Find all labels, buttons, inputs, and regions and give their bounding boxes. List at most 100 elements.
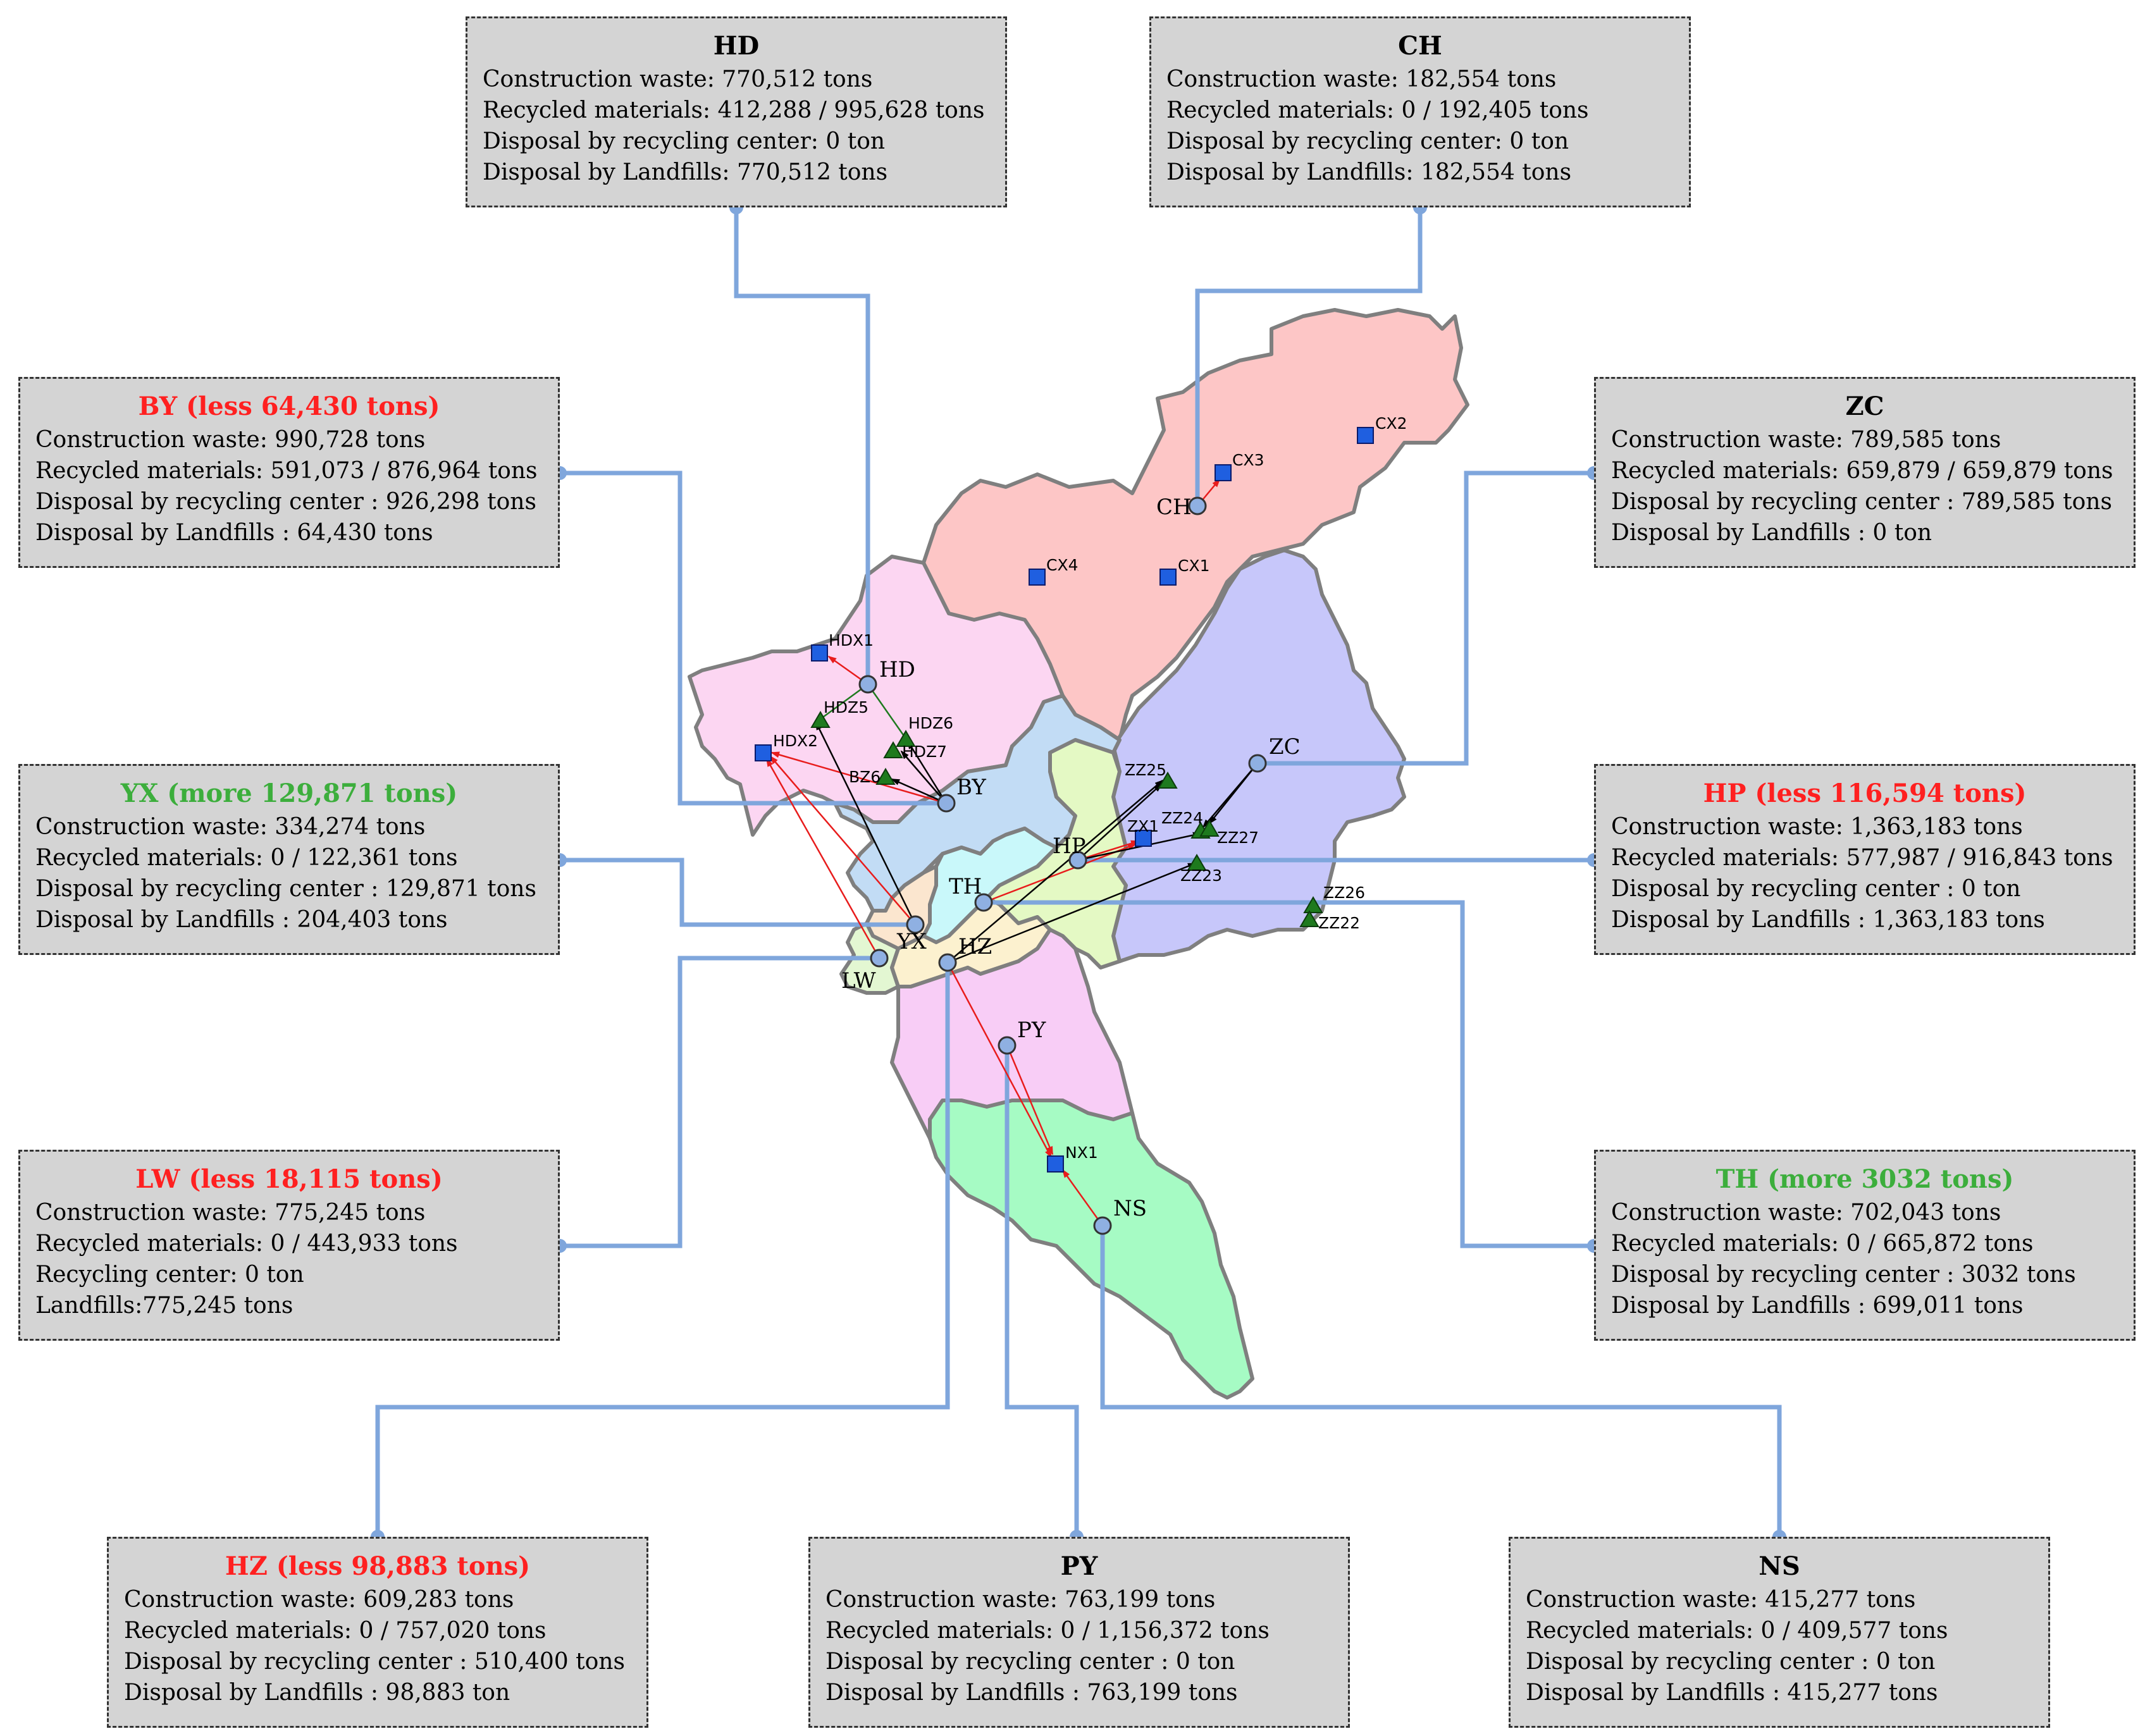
connector-HZ: [375, 963, 950, 1537]
flow-ZC-ZZ24: [1202, 763, 1258, 828]
flow-BY-HDX2: [770, 751, 947, 804]
box-line: Construction waste: 990,728 tons: [35, 427, 426, 453]
box-title-CH: CH: [1398, 31, 1442, 61]
flow-HZ-NX1: [946, 962, 1053, 1159]
box-line: Disposal by recycling center: 0 ton: [483, 128, 886, 154]
site-label-BZ6: BZ6: [849, 768, 881, 786]
recycling-flows: [765, 478, 1221, 1226]
district-label-HZ: HZ: [958, 934, 992, 959]
box-line: Disposal by Landfills : 415,277 tons: [1526, 1680, 1938, 1706]
recycling-site-NX1: [1047, 1155, 1064, 1173]
region-NS: [928, 1099, 1254, 1400]
site-label-ZZ22: ZZ22: [1318, 914, 1360, 932]
site-label-CX3: CX3: [1232, 451, 1264, 469]
site-label-ZZ25: ZZ25: [1125, 761, 1166, 779]
recycling-site-HDX1: [811, 644, 828, 662]
landfill-site-HDZ7: [883, 741, 903, 758]
box-title-TH: TH (more 3032 tons): [1715, 1164, 2014, 1194]
landfill-sites: [810, 711, 1323, 927]
connector-NS: [1100, 1226, 1782, 1537]
box-line: Construction waste: 182,554 tons: [1166, 66, 1557, 92]
box-line: Recycled materials: 0 / 192,405 tons: [1166, 97, 1589, 123]
box-title-HD: HD: [713, 31, 760, 61]
info-box-LW: LW (less 18,115 tons) Construction waste…: [18, 1150, 560, 1341]
centroid-HZ: [938, 953, 957, 972]
district-label-BY: BY: [956, 775, 986, 800]
landfill-site-ZZ27: [1199, 820, 1220, 837]
site-label-HDX2: HDX2: [773, 732, 818, 750]
connector-LW: [560, 956, 879, 1248]
landfill-site-ZZ25: [1158, 772, 1178, 789]
info-box-TH: TH (more 3032 tons) Construction waste: …: [1594, 1150, 2136, 1341]
info-box-HZ: HZ (less 98,883 tons) Construction waste…: [107, 1537, 648, 1728]
box-line: Disposal by Landfills : 699,011 tons: [1611, 1293, 2024, 1319]
district-centroids: [858, 496, 1267, 1235]
landfill-site-BZ6: [875, 768, 896, 785]
box-line: Disposal by Landfills : 64,430 tons: [35, 520, 433, 546]
info-box-CH: CH Construction waste: 182,554 tons Recy…: [1149, 16, 1691, 207]
box-line: Recycled materials: 591,073 / 876,964 to…: [35, 458, 538, 484]
info-box-NS: NS Construction waste: 415,277 tons Recy…: [1509, 1537, 2050, 1728]
box-line: Construction waste: 415,277 tons: [1526, 1587, 1916, 1613]
flow-YX-HDX2: [769, 755, 916, 925]
box-line: Recycled materials: 577,987 / 916,843 to…: [1611, 845, 2113, 871]
box-line: Disposal by Landfills: 182,554 tons: [1166, 159, 1572, 185]
recycling-sites: [755, 427, 1374, 1173]
info-box-PY: PY Construction waste: 763,199 tons Recy…: [808, 1537, 1350, 1728]
box-line: Disposal by recycling center : 129,871 t…: [35, 876, 536, 902]
box-line: Disposal by recycling center : 0 ton: [825, 1649, 1235, 1675]
box-line: Recycled materials: 659,879 / 659,879 to…: [1611, 458, 2113, 484]
box-line: Recycled materials: 0 / 665,872 tons: [1611, 1231, 2034, 1257]
landfill-site-ZZ26: [1303, 896, 1323, 913]
site-label-HDZ5: HDZ5: [824, 698, 869, 717]
box-line: Construction waste: 609,283 tons: [124, 1587, 514, 1613]
landfill-site-ZZ22: [1299, 910, 1320, 927]
centroid-BY: [937, 794, 956, 813]
recycling-site-ZX1: [1135, 830, 1152, 847]
box-title-NS: NS: [1759, 1551, 1800, 1581]
district-label-NS: NS: [1113, 1196, 1147, 1221]
flow-HZ-ZZ25: [947, 779, 1164, 963]
box-line: Recycled materials: 0 / 757,020 tons: [124, 1618, 547, 1644]
info-box-HD: HD Construction waste: 770,512 tons Recy…: [466, 16, 1007, 207]
site-label-ZZ27: ZZ27: [1217, 828, 1259, 847]
centroid-PY: [998, 1036, 1017, 1055]
box-title-HP: HP (less 116,594 tons): [1703, 779, 2027, 808]
landfill-flows: [815, 721, 1258, 964]
connector-HD: [734, 207, 870, 684]
district-label-PY: PY: [1017, 1018, 1046, 1043]
flow-HD-HDZ5: [815, 683, 869, 723]
box-title-ZC: ZC: [1845, 391, 1884, 421]
centroid-ZC: [1248, 754, 1267, 773]
box-line: Disposal by recycling center : 0 ton: [1526, 1649, 1936, 1675]
flow-HZ-ZZ23: [947, 862, 1197, 964]
connector-ZC: [1258, 471, 1594, 766]
flow-HD-HDZ6: [867, 684, 906, 737]
site-label-NX1: NX1: [1065, 1143, 1098, 1162]
centroid-HD: [858, 675, 877, 694]
connector-CH: [1195, 207, 1423, 506]
district-label-LW: LW: [841, 968, 876, 994]
site-label-HDX1: HDX1: [829, 631, 874, 649]
district-label-HP: HP: [1053, 834, 1086, 859]
landfill-site-HDZ6: [896, 730, 916, 747]
box-line: Disposal by recycling center: 0 ton: [1166, 128, 1569, 154]
box-title-PY: PY: [1060, 1551, 1098, 1581]
flow-YX-HDZ5: [815, 721, 917, 925]
site-label-ZZ26: ZZ26: [1323, 883, 1365, 902]
info-box-ZC: ZC Construction waste: 789,585 tons Recy…: [1594, 377, 2136, 568]
district-label-YX: YX: [896, 929, 927, 954]
box-line: Construction waste: 775,245 tons: [35, 1200, 426, 1226]
box-line: Disposal by Landfills : 763,199 tons: [825, 1680, 1238, 1706]
box-title-HZ: HZ (less 98,883 tons): [225, 1551, 531, 1581]
landfill-site-ZZ23: [1187, 854, 1207, 871]
centroid-HP: [1068, 851, 1087, 870]
flow-BY-HDZ7: [900, 750, 947, 804]
centroid-LW: [870, 949, 889, 968]
recycling-site-CX4: [1029, 569, 1046, 586]
box-line: Construction waste: 334,274 tons: [35, 814, 426, 840]
box-title-LW: LW (less 18,115 tons): [135, 1164, 443, 1194]
connector-PY: [1005, 1045, 1079, 1537]
box-line: Disposal by recycling center : 789,585 t…: [1611, 489, 2112, 515]
